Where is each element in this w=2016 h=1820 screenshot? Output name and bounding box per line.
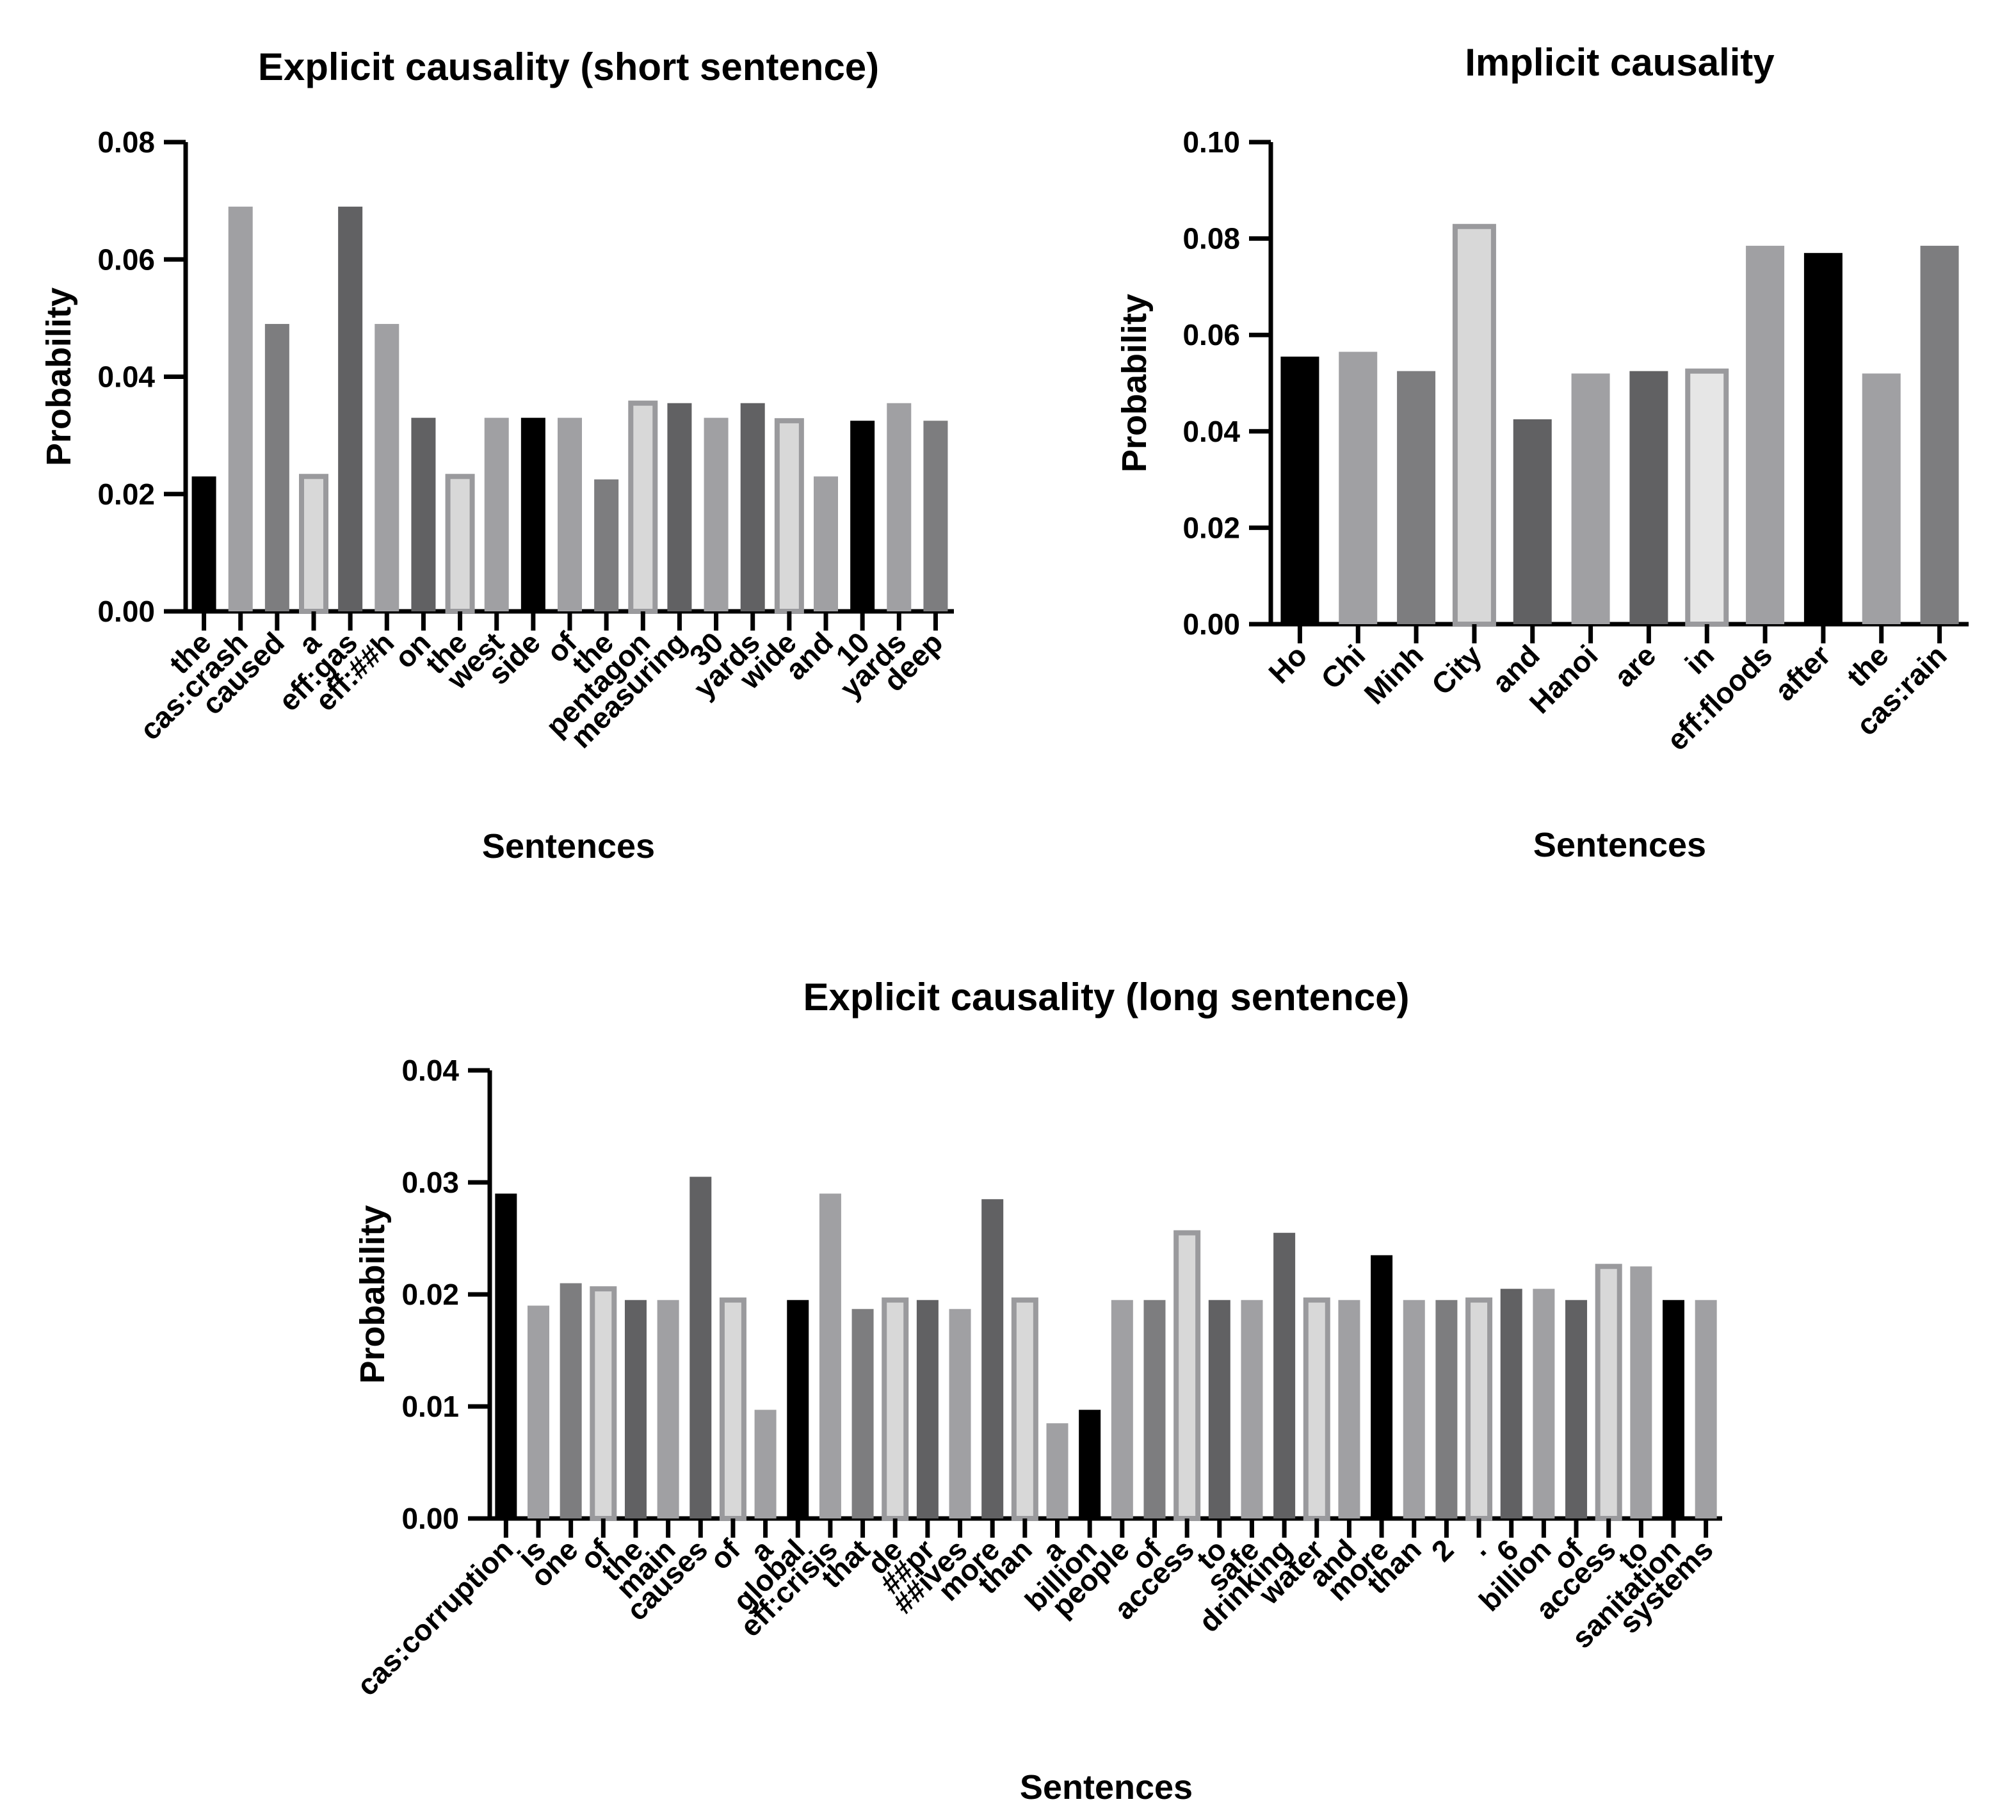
bar-long-22: to: 0.0195: [1208, 1300, 1230, 1518]
y-tick-label: 0.02: [401, 1278, 459, 1311]
bar-short-11: the: 0.0225: [594, 479, 619, 611]
bar-long-10: eff:crisis: 0.029: [819, 1193, 841, 1518]
y-tick-label: 0.06: [97, 243, 155, 276]
bar-long-6: causes: 0.0305: [689, 1177, 712, 1518]
bar-long-7: of: 0.0195: [719, 1297, 746, 1521]
bar-long-29: 2: 0.0195: [1435, 1300, 1458, 1518]
bar-long-37: systems: 0.0195: [1695, 1300, 1717, 1518]
y-tick-label: 0.10: [1182, 125, 1240, 159]
bar-implicit-3: City: 0.0825: [1452, 223, 1496, 627]
bar-long-16: than: 0.0195: [1011, 1297, 1038, 1521]
bar-implicit-11: cas:rain: 0.0785: [1920, 245, 1959, 624]
bar-short-8: west: 0.033: [484, 417, 509, 611]
bar-long-36: sanitation: 0.0195: [1663, 1300, 1685, 1518]
bar-implicit-0: Ho: 0.0555: [1280, 357, 1319, 624]
bar-implicit-2: Minh: 0.0525: [1397, 371, 1436, 624]
chart-title: Explicit causality (long sentence): [803, 976, 1410, 1019]
y-tick-label: 0.00: [1182, 608, 1240, 641]
bar-implicit-8: eff:floods: 0.0785: [1746, 245, 1785, 624]
bar-long-3: of: 0.0205: [590, 1286, 617, 1521]
bar-short-1: cas:crash: 0.069: [228, 206, 253, 612]
y-tick-label: 0.03: [401, 1166, 459, 1199]
bar-short-20: deep: 0.0325: [923, 421, 948, 611]
bar-short-19: yards: 0.0355: [887, 403, 912, 611]
bar-implicit-6: are: 0.0525: [1629, 371, 1668, 624]
bar-implicit-1: Chi: 0.0565: [1339, 351, 1378, 624]
bar-long-26: and: 0.0195: [1338, 1300, 1360, 1518]
bar-long-5: main: 0.0195: [657, 1300, 679, 1518]
bar-short-14: 30: 0.033: [704, 417, 729, 611]
bar-long-24: drinking: 0.0255: [1273, 1232, 1296, 1518]
bar-short-4: eff:gas: 0.069: [338, 206, 363, 612]
bar-long-28: than: 0.0195: [1403, 1300, 1425, 1518]
bar-long-8: a: 0.0097: [754, 1410, 777, 1518]
x-axis-label: Sentences: [482, 827, 655, 866]
x-axis-label: Sentences: [1020, 1768, 1193, 1807]
bar-long-35: to: 0.0225: [1630, 1266, 1652, 1518]
y-tick-label: 0.00: [97, 595, 155, 628]
y-tick-label: 0.04: [97, 360, 155, 394]
bar-long-21: access: 0.0255: [1173, 1230, 1201, 1521]
bar-implicit-10: the: 0.052: [1862, 373, 1901, 624]
bar-long-4: the: 0.0195: [624, 1300, 647, 1518]
bar-long-14: ##ives: 0.0187: [949, 1309, 971, 1518]
bar-short-3: a: 0.023: [299, 474, 328, 615]
y-axis-label: Probability: [353, 1205, 392, 1383]
bar-long-1: is: 0.019: [527, 1305, 549, 1518]
y-tick-label: 0.08: [97, 125, 155, 159]
y-tick-label: 0.04: [1182, 415, 1240, 448]
bar-implicit-7: in: 0.0525: [1685, 368, 1729, 627]
y-tick-label: 0.02: [1182, 511, 1240, 544]
x-axis-label: Sentences: [1533, 826, 1706, 864]
bar-long-11: that: 0.0187: [851, 1309, 874, 1518]
bar-short-6: on: 0.033: [411, 417, 436, 611]
bar-long-20: of: 0.0195: [1143, 1300, 1166, 1518]
bar-long-19: people: 0.0195: [1111, 1300, 1133, 1518]
bar-short-15: yards: 0.0355: [740, 403, 765, 611]
bar-implicit-5: Hanoi: 0.052: [1571, 373, 1610, 624]
bar-implicit-9: after: 0.077: [1803, 253, 1843, 624]
bar-long-30: .: 0.0195: [1465, 1297, 1493, 1521]
bar-long-34: access: 0.0225: [1595, 1264, 1622, 1521]
bar-long-33: of: 0.0195: [1565, 1300, 1588, 1518]
bar-long-18: billion: 0.0097: [1079, 1410, 1101, 1518]
bar-long-31: 6: 0.0205: [1500, 1289, 1522, 1518]
bar-long-27: more: 0.0235: [1371, 1255, 1393, 1518]
y-tick-label: 0.00: [401, 1502, 459, 1535]
y-axis-label: Probability: [40, 287, 78, 466]
bar-short-17: and: 0.023: [814, 476, 838, 611]
bar-long-0: cas:corruption: 0.029: [495, 1193, 517, 1518]
bar-short-7: the: 0.023: [445, 474, 475, 615]
bar-implicit-4: and: 0.0425: [1513, 419, 1552, 624]
bar-long-9: global: 0.0195: [787, 1300, 809, 1518]
bar-long-13: ##pr: 0.0195: [916, 1300, 939, 1518]
bar-short-16: wide: 0.0325: [774, 418, 804, 614]
y-tick-label: 0.06: [1182, 318, 1240, 351]
bar-short-13: measuring: 0.0355: [667, 403, 692, 611]
bar-short-9: side: 0.033: [520, 417, 545, 611]
y-tick-label: 0.01: [401, 1390, 459, 1423]
bar-short-12: pentagon: 0.0355: [628, 400, 658, 614]
bar-short-10: of: 0.033: [558, 417, 582, 611]
chart-title: Explicit causality (short sentence): [258, 45, 879, 88]
bar-long-32: billion: 0.0205: [1533, 1289, 1555, 1518]
bar-short-5: eff:##h: 0.049: [375, 324, 399, 611]
bar-short-0: the: 0.023: [191, 476, 216, 611]
y-tick-label: 0.02: [97, 478, 155, 511]
bar-short-18: 10: 0.0325: [850, 421, 875, 611]
bar-long-17: a: 0.0085: [1046, 1423, 1068, 1518]
bar-long-15: more: 0.0285: [981, 1199, 1004, 1518]
bar-long-25: water: 0.0195: [1303, 1297, 1330, 1521]
bar-long-23: safe: 0.0195: [1241, 1300, 1263, 1518]
bar-long-2: one: 0.021: [560, 1283, 582, 1518]
y-axis-label: Probability: [1115, 294, 1154, 472]
y-tick-label: 0.04: [401, 1054, 459, 1087]
bar-short-2: caused: 0.049: [264, 324, 289, 611]
bar-long-12: de: 0.0195: [882, 1297, 909, 1521]
y-tick-label: 0.08: [1182, 222, 1240, 255]
chart-title: Implicit causality: [1465, 41, 1775, 84]
